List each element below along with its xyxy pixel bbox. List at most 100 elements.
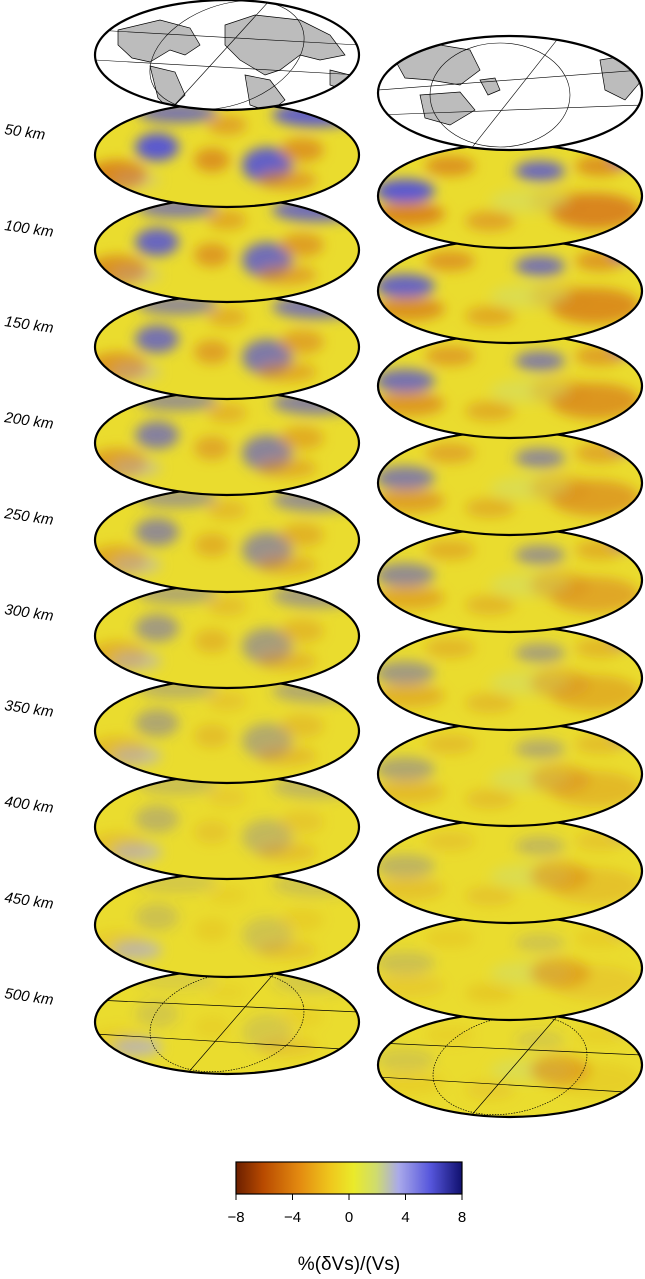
velocity-anomaly bbox=[610, 724, 645, 744]
velocity-anomaly bbox=[194, 724, 230, 748]
velocity-anomaly bbox=[425, 251, 475, 271]
velocity-anomaly bbox=[375, 757, 435, 781]
velocity-anomaly bbox=[515, 933, 565, 953]
velocity-anomaly bbox=[425, 540, 475, 560]
velocity-anomaly bbox=[207, 787, 247, 807]
velocity-anomaly bbox=[112, 842, 162, 862]
velocity-anomaly bbox=[207, 885, 247, 905]
velocity-anomaly bbox=[530, 1055, 590, 1085]
depth-slice bbox=[87, 584, 362, 688]
velocity-anomaly bbox=[425, 831, 475, 851]
velocity-anomaly bbox=[207, 115, 247, 135]
velocity-anomaly bbox=[515, 161, 565, 181]
depth-label: 500 km bbox=[3, 985, 54, 1009]
velocity-anomaly bbox=[272, 295, 362, 319]
colorbar-tick-label: −8 bbox=[227, 1209, 244, 1226]
velocity-anomaly bbox=[515, 448, 565, 468]
velocity-anomaly bbox=[515, 545, 565, 565]
velocity-anomaly bbox=[272, 873, 362, 897]
depth-slice bbox=[375, 431, 645, 535]
velocity-anomaly bbox=[610, 821, 645, 841]
depth-label: 350 km bbox=[3, 697, 54, 721]
velocity-anomaly bbox=[375, 661, 435, 685]
velocity-anomaly bbox=[207, 596, 247, 616]
depth-label: 300 km bbox=[3, 601, 54, 625]
velocity-anomaly bbox=[515, 256, 565, 276]
velocity-anomaly bbox=[112, 458, 162, 478]
velocity-anomaly bbox=[135, 614, 179, 642]
velocity-anomaly bbox=[530, 281, 590, 311]
velocity-anomaly bbox=[207, 982, 247, 1002]
velocity-anomaly bbox=[112, 170, 162, 190]
depth-labels: 50 km 100 km 150 km 200 km 250 km 300 km… bbox=[2, 121, 54, 1009]
velocity-anomaly bbox=[194, 148, 230, 172]
velocity-anomaly bbox=[515, 643, 565, 663]
colorbar-tick-label: 8 bbox=[458, 1209, 466, 1226]
velocity-anomaly bbox=[135, 133, 179, 161]
velocity-anomaly bbox=[375, 1048, 435, 1072]
depth-slice bbox=[375, 334, 645, 438]
velocity-anomaly bbox=[257, 746, 317, 766]
velocity-anomaly bbox=[280, 714, 324, 738]
velocity-anomaly bbox=[530, 186, 590, 216]
velocity-anomaly bbox=[530, 958, 590, 988]
velocity-anomaly bbox=[530, 376, 590, 406]
velocity-anomaly bbox=[425, 443, 475, 463]
depth-label: 100 km bbox=[3, 217, 54, 241]
velocity-anomaly bbox=[610, 146, 645, 166]
velocity-anomaly bbox=[375, 466, 435, 490]
depth-slice bbox=[87, 295, 362, 399]
velocity-anomaly bbox=[610, 628, 645, 648]
depth-slice bbox=[87, 775, 362, 879]
velocity-anomaly bbox=[465, 983, 515, 1003]
depth-slice bbox=[87, 198, 362, 302]
depth-slice bbox=[87, 103, 362, 207]
velocity-anomaly bbox=[257, 842, 317, 862]
colorbar-gradient bbox=[236, 1162, 462, 1194]
velocity-anomaly bbox=[515, 1030, 565, 1050]
velocity-anomaly bbox=[610, 918, 645, 938]
velocity-anomaly bbox=[135, 903, 179, 931]
velocity-anomaly bbox=[610, 433, 645, 453]
depth-slice bbox=[375, 528, 645, 632]
velocity-anomaly bbox=[280, 523, 324, 547]
depth-slice bbox=[375, 819, 645, 923]
velocity-anomaly bbox=[465, 211, 515, 231]
velocity-anomaly bbox=[194, 340, 230, 364]
depth-slice bbox=[375, 626, 645, 730]
velocity-anomaly bbox=[112, 555, 162, 575]
depth-slice bbox=[375, 239, 645, 343]
velocity-anomaly bbox=[515, 351, 565, 371]
velocity-anomaly bbox=[610, 241, 645, 261]
velocity-anomaly bbox=[207, 210, 247, 230]
depth-slice bbox=[87, 873, 362, 977]
velocity-anomaly bbox=[375, 951, 435, 975]
velocity-anomaly bbox=[280, 810, 324, 834]
velocity-anomaly bbox=[465, 595, 515, 615]
velocity-anomaly bbox=[272, 103, 362, 127]
velocity-anomaly bbox=[112, 265, 162, 285]
velocity-anomaly bbox=[375, 274, 435, 298]
velocity-anomaly bbox=[112, 651, 162, 671]
reference-globe-right bbox=[378, 36, 642, 150]
velocity-anomaly bbox=[530, 668, 590, 698]
velocity-anomaly bbox=[257, 170, 317, 190]
velocity-anomaly bbox=[515, 739, 565, 759]
velocity-anomaly bbox=[610, 336, 645, 356]
colorbar-tick-label: 0 bbox=[345, 1209, 353, 1226]
velocity-anomaly bbox=[375, 563, 435, 587]
velocity-anomaly bbox=[610, 530, 645, 550]
velocity-anomaly bbox=[375, 369, 435, 393]
velocity-anomaly bbox=[112, 1037, 162, 1057]
velocity-anomaly bbox=[465, 789, 515, 809]
velocity-anomaly bbox=[112, 940, 162, 960]
velocity-anomaly bbox=[280, 908, 324, 932]
depth-slice bbox=[87, 391, 362, 495]
velocity-anomaly bbox=[194, 436, 230, 460]
velocity-anomaly bbox=[465, 886, 515, 906]
velocity-anomaly bbox=[257, 555, 317, 575]
velocity-anomaly bbox=[257, 458, 317, 478]
velocity-anomaly bbox=[465, 306, 515, 326]
colorbar: −8 −4 0 4 8 %(δVs)/(Vs) bbox=[227, 1162, 466, 1275]
